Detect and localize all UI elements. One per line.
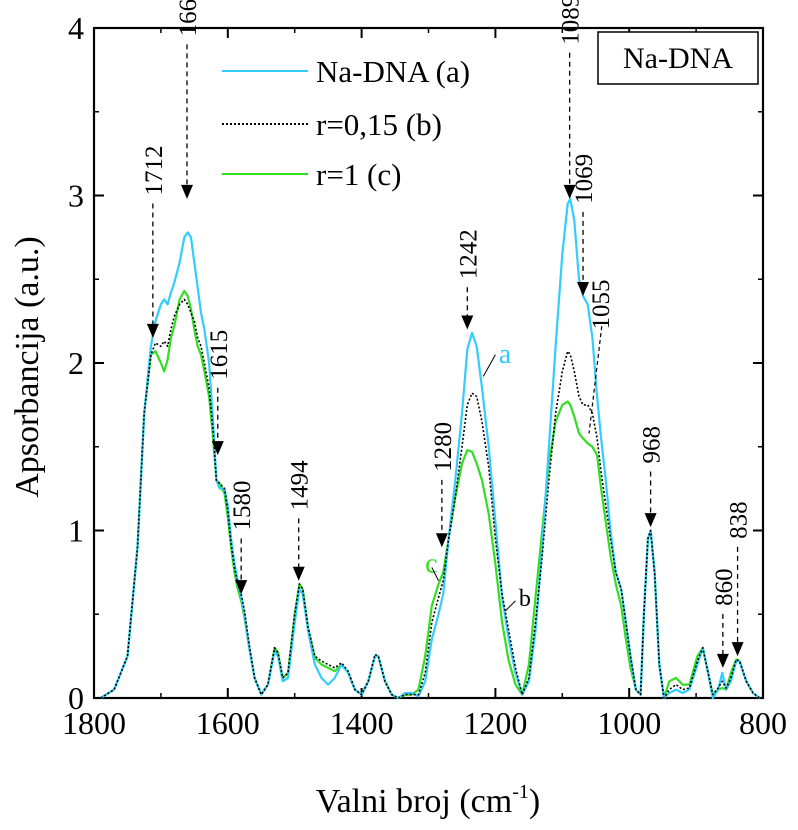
peak-arrowhead (146, 323, 159, 338)
sample-label-text: Na-DNA (623, 42, 733, 75)
sample-label-frame (597, 31, 759, 85)
peak-label: 1089 (558, 0, 585, 45)
y-tick-label: 2 (68, 345, 84, 381)
curve-pointer (482, 354, 496, 377)
annotation-layer: 1712 1661 1615 1580 1494 1280 1242 1089 1069 968 8… (141, 0, 753, 668)
peak-annotation-1615: 1615 (206, 330, 233, 456)
peak-label: 1712 (141, 146, 168, 196)
peak-label: 1280 (430, 422, 457, 472)
peak-label: 1615 (206, 330, 233, 380)
legend-label-b: r=0,15 (b) (316, 107, 442, 142)
x-tick-label: 1600 (196, 705, 260, 741)
peak-arrowhead (577, 282, 590, 296)
curve-letter: b (519, 586, 531, 612)
y-tick-label: 3 (68, 178, 84, 214)
peak-label: 1661 (175, 0, 202, 36)
x-tick-label: 1800 (62, 705, 126, 741)
peak-annotation-1580: 1580 (229, 481, 256, 595)
peak-arrowhead (180, 184, 193, 199)
y-axis-label: Apsorbancija (a.u.) (9, 236, 46, 498)
curve-pointer (505, 600, 516, 612)
plot-area: 1712 1661 1615 1580 1494 1280 1242 1089 1069 968 8… (92, 0, 765, 700)
x-tick-label: 1400 (330, 705, 394, 741)
x-axis-label-close: ) (529, 783, 540, 820)
peak-arrowhead (716, 653, 729, 668)
curve-pointer (431, 567, 439, 581)
x-tick-label: 800 (739, 705, 787, 741)
peak-annotation-860: 860 (711, 568, 738, 668)
peak-arrowhead (292, 566, 305, 581)
series-layer (100, 197, 761, 700)
peak-annotation-838: 838 (726, 501, 753, 657)
peak-label: 968 (639, 426, 666, 464)
peak-arrowhead (563, 184, 576, 199)
peak-arrowhead (461, 315, 474, 330)
peak-annotation-1661: 1661 (175, 0, 202, 199)
curve-label-b: b (505, 586, 531, 612)
peak-label: 860 (711, 568, 738, 606)
peak-annotation-1494: 1494 (287, 460, 314, 581)
curve-letter: a (499, 339, 512, 370)
legend-label-c: r=1 (c) (316, 157, 401, 192)
curve-label-c: c (425, 548, 439, 581)
peak-annotation-968: 968 (639, 426, 666, 528)
peak-arrowhead (211, 441, 224, 456)
peak-label: 1494 (287, 460, 314, 511)
peak-arrowhead (731, 642, 744, 657)
series-line-a (100, 197, 761, 700)
series-line-b (100, 298, 761, 699)
x-axis-label-superscript: -1 (512, 781, 529, 803)
peak-annotation-1242: 1242 (455, 229, 482, 330)
legend-label-a: Na-DNA (a) (316, 54, 470, 89)
leader-annotation-1055: 1055 (588, 280, 615, 434)
x-axis-label: Valni broj (cm-1) (316, 781, 540, 820)
legend: Na-DNA (a) r=0,15 (b) r=1 (c) (222, 54, 470, 192)
sample-label-box: Na-DNA (597, 31, 759, 85)
peak-arrowhead (235, 580, 248, 595)
leader-line (588, 326, 603, 434)
peak-label: 1069 (571, 154, 598, 204)
peak-arrowhead (644, 513, 657, 528)
tick-labels: 1800 1600 1400 1200 1000 800 0 1 2 3 4 (62, 10, 787, 741)
peak-annotation-1089: 1089 (558, 0, 585, 199)
peak-label: 838 (726, 501, 753, 539)
peak-annotation-1069: 1069 (571, 154, 598, 296)
peak-arrowhead (435, 533, 448, 548)
x-axis-label-main: Valni broj (cm (316, 783, 512, 820)
peak-label: 1242 (455, 229, 482, 279)
x-tick-label: 1200 (463, 705, 527, 741)
peak-annotation-1280: 1280 (430, 422, 457, 548)
peak-label: 1580 (229, 481, 256, 531)
y-tick-label: 1 (68, 513, 84, 549)
leader-label: 1055 (588, 280, 615, 330)
y-tick-label: 4 (68, 10, 84, 46)
series-line-c (100, 289, 761, 700)
y-tick-label: 0 (68, 680, 84, 716)
curve-label-a: a (482, 339, 512, 377)
x-tick-label: 1000 (597, 705, 661, 741)
peak-annotation-1712: 1712 (141, 146, 168, 338)
